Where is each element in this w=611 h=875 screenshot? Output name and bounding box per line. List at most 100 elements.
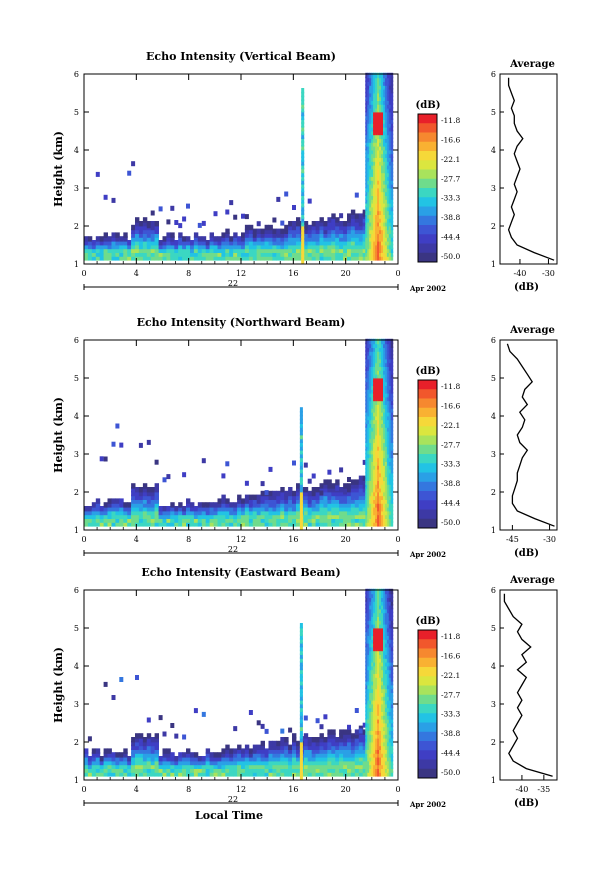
heatmap-cell (365, 373, 368, 379)
heatmap-cell (386, 460, 390, 466)
heatmap-cell (311, 740, 317, 747)
heatmap-cell (272, 513, 277, 519)
heatmap-cell (377, 414, 380, 421)
heatmap-cell (379, 232, 382, 238)
heatmap-cell (276, 251, 281, 257)
colorbar-label: -38.8 (441, 213, 460, 222)
heatmap-cell (381, 676, 384, 682)
heatmap-cell (369, 468, 372, 474)
heatmap-cell (381, 418, 384, 424)
heatmap-cell (343, 509, 348, 516)
panel-title: Echo Intensity (Eastward Beam) (141, 566, 340, 579)
heatmap-cell (381, 763, 384, 769)
avg-y-tick-label: 6 (491, 586, 496, 595)
heatmap-cell (299, 487, 303, 493)
heatmap-cell (383, 247, 386, 253)
heatmap-cell (280, 744, 285, 750)
heatmap-cell (377, 380, 380, 386)
heatmap-cell (365, 767, 368, 773)
heatmap-cell (384, 756, 388, 762)
heatmap-cell (331, 217, 336, 223)
heatmap-cell (365, 645, 368, 652)
avg-x-tick-label: -45 (506, 535, 519, 544)
heatmap-cell (296, 513, 301, 519)
heatmap-cell (388, 160, 392, 166)
heatmap-cell (383, 175, 386, 181)
heatmap-cell (256, 494, 262, 500)
heatmap-cell (284, 502, 289, 508)
heatmap-cell (373, 350, 376, 356)
heatmap-cell (154, 521, 159, 527)
colorbar-segment (418, 750, 437, 760)
heatmap-cell (381, 361, 384, 367)
heatmap-cell (369, 418, 372, 424)
heatmap-cell (381, 357, 384, 364)
heatmap-cell (95, 759, 101, 766)
heatmap-cell (381, 680, 384, 686)
heatmap-cell (390, 502, 394, 508)
heatmap-cell (369, 198, 372, 204)
heatmap-cell (388, 449, 392, 455)
heatmap-cell (377, 399, 380, 405)
heatmap-cell (383, 160, 386, 166)
heatmap-cell (369, 141, 372, 147)
heatmap-cell (365, 133, 368, 139)
heatmap-cell (377, 175, 380, 181)
heatmap-cell (158, 251, 163, 257)
heatmap-cell (142, 517, 148, 523)
heatmap-cell (383, 517, 386, 523)
heatmap-cell (288, 763, 293, 769)
heatmap-cell (150, 737, 156, 743)
heatmap-cell (367, 592, 370, 598)
avg-y-tick-label: 1 (491, 526, 496, 535)
heatmap-cell (384, 672, 388, 678)
heatmap-cell (369, 767, 372, 773)
heatmap-cell (384, 683, 388, 690)
heatmap-cell (381, 490, 384, 497)
heatmap-cell (323, 748, 328, 754)
heatmap-cell (388, 221, 392, 227)
heatmap-cell (386, 695, 390, 701)
avg-y-tick-label: 1 (491, 260, 496, 269)
heatmap-cell (301, 175, 305, 181)
heatmap-cell (197, 247, 203, 253)
heatmap-cell (331, 483, 336, 489)
heatmap-cell (369, 224, 372, 231)
heatmap-cell (358, 236, 364, 242)
heatmap-cell (213, 771, 218, 777)
heatmap-cell (331, 221, 336, 227)
heatmap-cell (381, 403, 384, 409)
heatmap-cell (301, 224, 305, 231)
heatmap-cell (381, 118, 384, 124)
heatmap-cell (390, 607, 394, 614)
heatmap-cell (358, 728, 363, 734)
colorbar-segment (418, 123, 437, 133)
heatmap-cell (99, 251, 105, 257)
heatmap-cell (323, 251, 328, 257)
heatmap-cell (379, 422, 382, 428)
heatmap-cell (347, 509, 352, 516)
heatmap-cell (375, 380, 378, 386)
heatmap-cell (331, 232, 336, 238)
heatmap-cell (350, 213, 356, 219)
heatmap-cell (296, 748, 301, 754)
heatmap-cell (369, 642, 372, 648)
heatmap-cell (299, 456, 303, 462)
heatmap-cell (115, 513, 120, 519)
heatmap-cell (390, 183, 394, 189)
heatmap-cell (205, 521, 211, 527)
heatmap-cell (150, 240, 156, 246)
heatmap-cell (386, 691, 390, 697)
heatmap-cell (150, 498, 156, 504)
heatmap-cell (373, 380, 376, 386)
heatmap-cell (386, 171, 390, 177)
heatmap-cell (371, 110, 374, 117)
heatmap-cell (358, 744, 364, 750)
heatmap-cell (384, 107, 388, 113)
heatmap-cell (379, 649, 382, 655)
heatmap-cell (373, 687, 376, 693)
heatmap-cell (379, 133, 382, 139)
heatmap-cell (225, 243, 230, 250)
heatmap-cell (367, 72, 370, 79)
heatmap-cell (288, 767, 293, 773)
